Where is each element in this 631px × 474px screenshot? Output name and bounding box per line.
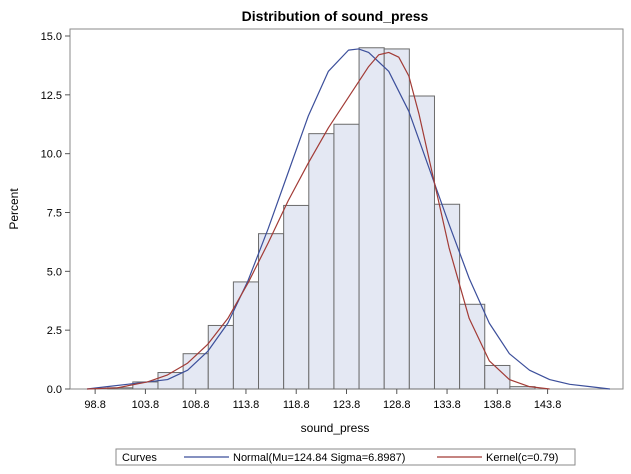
y-tick-label-4: 10.0 <box>41 149 62 161</box>
y-axis: 0.0 2.5 5.0 7.5 10.0 12.5 15.0 <box>41 31 70 396</box>
x-tick-label-5: 123.8 <box>333 399 361 411</box>
histogram-bar-4 <box>207 324 234 390</box>
legend-title: Curves <box>122 452 157 464</box>
normal-curve <box>87 48 610 390</box>
y-tick-label-6: 15.0 <box>41 31 62 43</box>
histogram-bar-6 <box>258 233 285 390</box>
histogram-bar-9 <box>333 123 360 390</box>
x-axis-label: sound_press <box>301 421 370 435</box>
x-tick-label-8: 138.8 <box>484 399 512 411</box>
x-axis: 98.8 103.8 108.8 113.8 118.8 123.8 128.8 133.8 1… <box>84 389 561 411</box>
legend: Curves Normal(Mu=124.84 Sigma=6.8987) Ke… <box>115 448 576 466</box>
y-tick-label-5: 12.5 <box>41 90 62 102</box>
kernel-curve <box>87 51 550 390</box>
y-axis-label: Percent <box>7 188 21 230</box>
histogram-bar-7 <box>283 204 310 390</box>
histogram-bar-14 <box>459 303 486 390</box>
y-tick-label-3: 7.5 <box>47 208 62 220</box>
x-tick-label-6: 128.8 <box>383 399 411 411</box>
x-tick-label-9: 143.8 <box>534 399 562 411</box>
histogram-bar-8 <box>308 133 335 390</box>
y-tick-label-0: 0.0 <box>47 384 62 396</box>
histogram-bar-5 <box>232 281 260 390</box>
x-tick-label-2: 108.8 <box>182 399 210 411</box>
x-tick-label-3: 113.8 <box>233 399 260 411</box>
histogram-bars <box>107 47 536 390</box>
x-tick-label-4: 118.8 <box>283 399 310 411</box>
x-tick-label-1: 103.8 <box>132 399 160 411</box>
density-curves <box>87 48 610 390</box>
histogram-bar-12 <box>408 95 435 390</box>
chart-title: Distribution of sound_press <box>242 8 429 24</box>
histogram-bar-10 <box>358 47 385 390</box>
y-tick-label-1: 2.5 <box>47 325 62 337</box>
legend-box <box>115 448 576 466</box>
legend-entry-kernel: Kernel(c=0.79) <box>486 452 558 464</box>
histogram-bar-3 <box>182 353 209 390</box>
x-tick-label-0: 98.8 <box>84 399 105 411</box>
x-tick-label-7: 133.8 <box>433 399 461 411</box>
histogram-bar-13 <box>433 203 461 390</box>
histogram-bar-11 <box>383 48 410 390</box>
y-tick-label-2: 5.0 <box>47 266 62 278</box>
legend-entry-normal: Normal(Mu=124.84 Sigma=6.8987) <box>233 452 405 464</box>
